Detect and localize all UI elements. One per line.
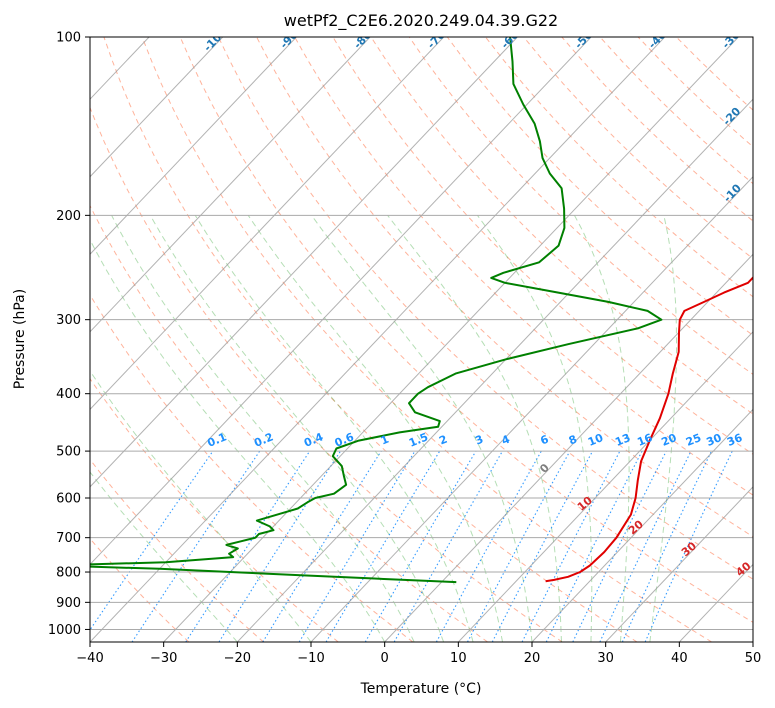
mixing-ratio-label: 20 [659, 431, 678, 449]
dry-adiabat-line [217, 37, 753, 580]
x-tick-label: 50 [745, 651, 762, 666]
x-tick-label: 10 [450, 651, 467, 666]
mixing-ratio-line [545, 450, 643, 642]
y-tick-label: 300 [56, 313, 81, 328]
x-tick-label: −30 [150, 651, 177, 666]
mixing-ratio-line [435, 450, 542, 642]
profile-lines [90, 37, 753, 584]
mixing-ratio-line [185, 450, 311, 642]
x-axis-label: Temperature (°C) [360, 681, 482, 697]
mixing-ratio-line [467, 450, 571, 642]
mixing-ratio-label: 30 [704, 431, 723, 449]
mixing-ratio-line [262, 450, 382, 642]
moist-adiabat-line [90, 238, 386, 642]
mixing-ratio-label: 8 [567, 433, 579, 448]
moist-adiabat-line [247, 215, 503, 642]
chart-title: wetPf2_C2E6.2020.249.04.39.G22 [284, 11, 558, 31]
x-tick-label: 30 [597, 651, 614, 666]
moist-adiabat-line [90, 471, 238, 642]
y-tick-label: 600 [56, 492, 81, 507]
dry-adiabat-line [90, 458, 264, 642]
dry-adiabat-line [90, 204, 488, 642]
y-tick-label: 700 [56, 531, 81, 546]
x-tick-label: 20 [524, 651, 541, 666]
y-tick-label: 200 [56, 209, 81, 224]
moist-adiabat-line [194, 215, 474, 642]
mixing-ratio-line [572, 450, 667, 642]
isotherm-line [531, 408, 753, 642]
y-tick-label: 400 [56, 387, 81, 402]
plot-background [90, 37, 753, 642]
isotherm-line [457, 331, 753, 642]
mixing-ratio-label: 16 [635, 431, 654, 449]
moist-adiabat-line [90, 370, 312, 642]
mixing-ratio-line [298, 450, 416, 642]
y-tick-label: 500 [56, 445, 81, 460]
x-tick-label: −40 [76, 651, 103, 666]
plot-frame [89, 36, 754, 643]
y-axis-label: Pressure (hPa) [12, 289, 28, 389]
mixing-ratio-label: 1 [379, 433, 391, 448]
isotherm-line [236, 98, 753, 642]
x-tick-label: −10 [297, 651, 324, 666]
mixing-ratio-label: 10 [586, 431, 605, 449]
y-tick-label: 900 [56, 596, 81, 611]
isotherm-line [90, 37, 224, 178]
isotherm-line [605, 486, 753, 642]
isotherm-line [752, 641, 753, 642]
isotherm-line [384, 253, 753, 642]
isotherm-line [0, 37, 2, 642]
y-axis-ticks: 100 200 300 400 500 600 700 800 900 1000 [48, 31, 90, 638]
dry-adiabat-line [408, 37, 753, 375]
mixing-ratio-label: 2 [437, 433, 449, 448]
moist-adiabat-line [311, 215, 533, 642]
mixing-ratio-line [218, 450, 341, 642]
mixing-ratio-line [393, 450, 503, 642]
moist-adiabat-line [149, 215, 445, 642]
moist-adiabat-line [111, 215, 415, 642]
mixing-ratio-line [90, 450, 214, 631]
x-tick-label: 40 [671, 651, 688, 666]
dewpoint-line [90, 37, 663, 584]
reference-lines [0, 37, 753, 642]
x-tick-label: −20 [224, 651, 251, 666]
moist-adiabat-line [649, 215, 677, 642]
x-axis-ticks: −40 −30 −20 −10 0 10 20 30 40 50 [76, 642, 761, 666]
y-tick-label: 1000 [48, 623, 81, 638]
isotherm-line [90, 37, 666, 642]
y-tick-label: 800 [56, 566, 81, 581]
mixing-ratio-label: 3 [473, 433, 485, 448]
moist-adiabat-line [573, 215, 630, 642]
x-tick-label: 0 [381, 651, 389, 666]
temperature-line [545, 37, 753, 583]
isotherm-line [163, 37, 739, 642]
y-tick-label: 100 [56, 31, 81, 46]
isotherm-line [90, 37, 445, 411]
moist-adiabat-line [387, 214, 562, 642]
dry-adiabat-line [294, 37, 753, 496]
mixing-ratio-label: 13 [613, 431, 632, 449]
mixing-ratio-label: 36 [725, 431, 744, 449]
isotherm-line [90, 37, 297, 256]
isobar-grid [90, 37, 753, 630]
dry-adiabat-line [141, 37, 712, 642]
mixing-ratio-label: 25 [684, 431, 703, 449]
dry-adiabat-line [179, 37, 753, 623]
isotherm-line [90, 37, 518, 488]
isotherm-line [90, 37, 371, 333]
dry-adiabat-line [103, 37, 638, 642]
isotherm-line [310, 176, 753, 642]
isotherm-line [90, 37, 592, 566]
dry-adiabat-line [90, 106, 563, 642]
